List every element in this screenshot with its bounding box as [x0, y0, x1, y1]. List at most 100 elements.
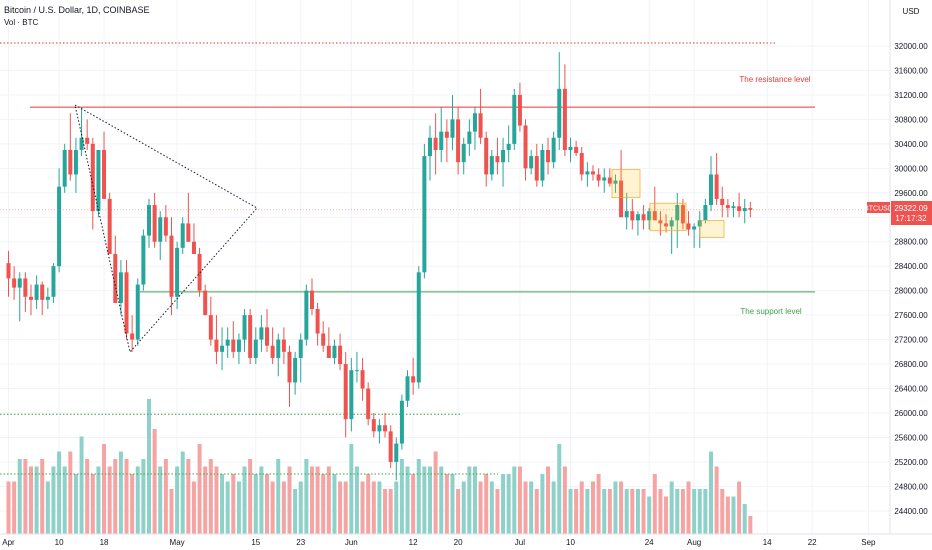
candle: [461, 137, 466, 175]
time-axis[interactable]: Apr 10 18 May 15 23 Jun 12 20 Jul 10 24 Aug 14 22 Sep: [2, 538, 876, 547]
candle: [102, 131, 107, 199]
time-tick-label: Aug: [687, 538, 701, 547]
candle: [281, 327, 286, 365]
currency-label[interactable]: USD: [903, 7, 920, 16]
volume-bar: [281, 481, 286, 534]
candle: [399, 394, 404, 450]
candle-body: [265, 327, 270, 346]
volume-bar: [259, 466, 264, 534]
candle: [686, 211, 691, 236]
candle-body: [45, 296, 50, 300]
candle: [186, 192, 191, 242]
volume-bar: [709, 451, 713, 534]
time-tick-label: 22: [808, 538, 817, 547]
volume-bar: [304, 459, 309, 534]
candle: [135, 278, 140, 346]
candle-body: [12, 278, 17, 288]
time-tick-label: 10: [55, 538, 64, 547]
candle-body: [467, 131, 472, 144]
volume-bar: [680, 489, 685, 534]
candle: [613, 174, 618, 193]
candle-body: [208, 315, 213, 340]
volume-bar: [6, 481, 11, 534]
volume-bar: [28, 466, 33, 534]
candle-body: [169, 235, 174, 297]
candle-body: [422, 156, 427, 273]
candle-body: [96, 149, 101, 212]
price-axis[interactable]: 24400.00 24800.00 25200.00 25600.00 26000.00…: [894, 42, 928, 516]
volume-bar: [242, 466, 247, 534]
candle-body: [338, 345, 343, 365]
candle-body: [79, 137, 84, 150]
candle-body: [220, 345, 225, 352]
volume-bar: [383, 489, 388, 534]
candle: [259, 315, 264, 352]
time-tick-label: 14: [763, 538, 772, 547]
volume-bar: [152, 429, 157, 534]
time-tick-label: 10: [566, 538, 575, 547]
resistance-label: The resistance level: [739, 75, 810, 84]
candle: [540, 143, 545, 187]
volume-bar: [175, 466, 180, 534]
volume-bar: [186, 459, 191, 534]
volume-bar: [590, 481, 595, 534]
volume-bar: [568, 489, 573, 534]
time-tick-label: 20: [454, 538, 463, 547]
time-tick-label: May: [170, 538, 185, 547]
candle-body: [231, 339, 236, 352]
volume-label: Vol · BTC: [4, 18, 38, 27]
candle-body: [579, 153, 584, 175]
candle-body: [557, 88, 562, 138]
candle-body: [686, 223, 691, 230]
candle-body: [720, 198, 725, 206]
candle-body: [343, 364, 348, 420]
candlesticks: [6, 52, 753, 481]
price-tick-label: 30800.00: [894, 115, 928, 124]
candle-body: [23, 278, 28, 297]
candle: [265, 309, 270, 352]
candle-body: [630, 211, 635, 221]
candle-body: [461, 143, 466, 163]
price-tick-label: 30400.00: [894, 140, 928, 149]
volume-bar: [338, 481, 343, 534]
volume-bar: [141, 459, 146, 534]
volume-bar: [703, 489, 708, 534]
candle-body: [68, 149, 73, 175]
candle: [692, 223, 697, 248]
candle: [624, 192, 629, 230]
volume-bar: [731, 496, 736, 534]
candle-body: [51, 266, 56, 297]
volume-bar: [57, 451, 62, 534]
candle-body: [175, 247, 180, 297]
candle: [602, 168, 607, 193]
candle: [641, 205, 646, 230]
candle-body: [714, 174, 719, 199]
candle: [231, 321, 236, 358]
candle-body: [287, 351, 292, 383]
candle: [652, 186, 657, 221]
candle: [12, 266, 17, 300]
candle-body: [489, 156, 494, 175]
candle: [596, 168, 601, 187]
price-tick-label: 24800.00: [894, 482, 928, 491]
candle-body: [354, 370, 359, 372]
candle: [152, 192, 157, 248]
volume-bar: [574, 489, 579, 534]
volume-bar: [45, 481, 50, 534]
candle-body: [444, 131, 449, 138]
time-tick-label: 12: [409, 538, 418, 547]
candle-body: [332, 345, 337, 358]
candle-body: [669, 220, 674, 227]
volume-bar: [73, 474, 78, 534]
volume-bar: [354, 466, 359, 534]
volume-bar: [416, 459, 421, 534]
price-tick-label: 27600.00: [894, 311, 928, 320]
candle: [175, 241, 180, 310]
candle-body: [371, 419, 376, 432]
candle-body: [613, 180, 618, 184]
candle: [79, 107, 84, 157]
candle: [287, 345, 292, 407]
candle-body: [203, 290, 208, 316]
candle: [208, 296, 213, 346]
